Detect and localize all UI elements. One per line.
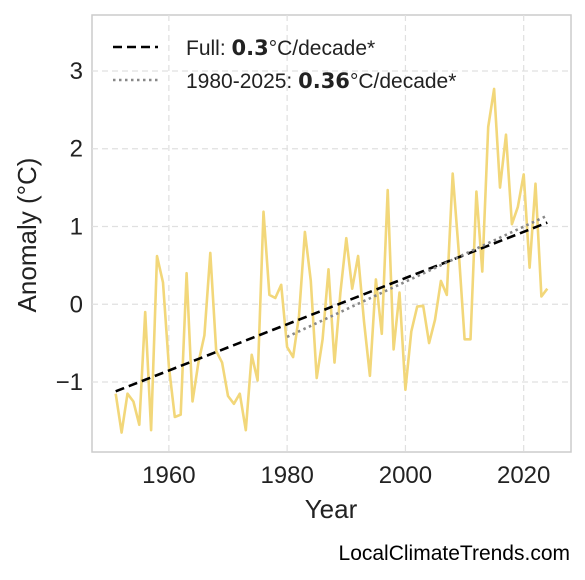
legend-entry-recent: 1980-2025: 0.36°C/decade* <box>186 69 456 93</box>
y-tick-label: 2 <box>70 136 83 163</box>
y-tick-labels: −1 0 1 2 3 <box>56 58 83 396</box>
x-tick-label: 2020 <box>497 462 550 489</box>
legend: Full: 0.3°C/decade* 1980-2025: 0.36°C/de… <box>113 36 456 93</box>
x-tick-labels: 1960 1980 2000 2020 <box>142 462 550 489</box>
legend-recent-name: 1980-2025: <box>186 70 298 93</box>
y-tick-label: −1 <box>56 369 83 396</box>
legend-recent-unit: °C/decade* <box>350 70 456 93</box>
legend-entry-full: Full: 0.3°C/decade* <box>186 36 375 60</box>
y-tick-label: 0 <box>70 291 83 318</box>
legend-full-unit: °C/decade* <box>269 37 375 60</box>
y-tick-label: 1 <box>70 214 83 241</box>
x-tick-label: 1980 <box>260 462 313 489</box>
y-tick-label: 3 <box>70 58 83 85</box>
plot-frame <box>91 14 572 453</box>
legend-full-name: Full: <box>186 37 232 60</box>
y-axis-title: Anomaly (°C) <box>12 158 42 313</box>
x-axis-title: Year <box>305 494 358 524</box>
x-tick-label: 1960 <box>142 462 195 489</box>
legend-full-rate: 0.3 <box>232 36 269 60</box>
watermark: LocalClimateTrends.com <box>339 542 570 565</box>
series-layer <box>114 87 549 434</box>
legend-recent-rate: 0.36 <box>298 69 350 93</box>
x-tick-label: 2000 <box>379 462 432 489</box>
trend-line-full <box>115 221 548 393</box>
